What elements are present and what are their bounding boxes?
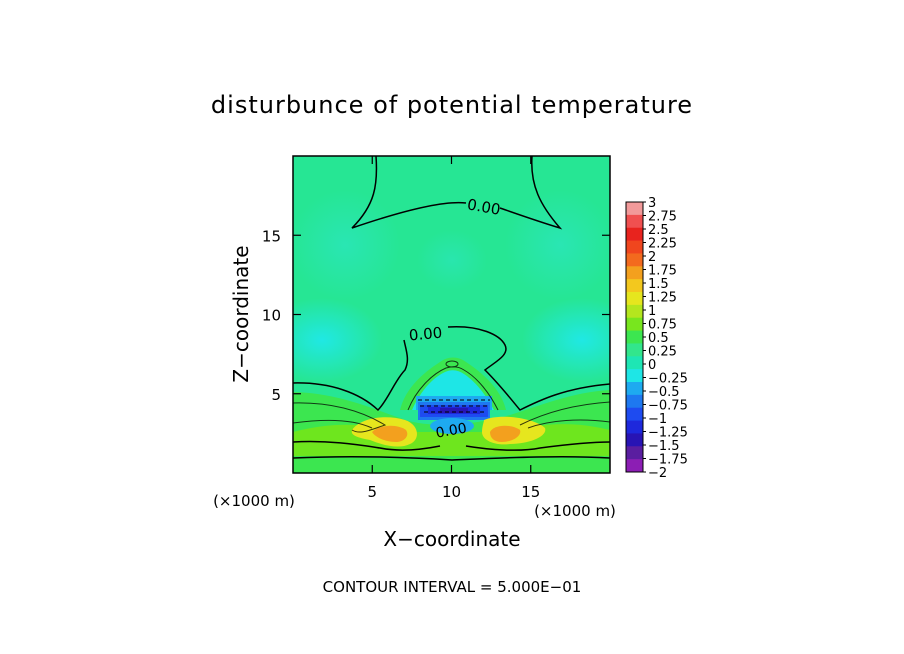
colorbar-swatch — [626, 394, 643, 409]
colorbar-swatch — [626, 292, 643, 306]
contour-label-lower: 0.00 — [435, 420, 468, 441]
colorbar: 32.752.52.2521.751.51.2510.750.50.250−0.… — [625, 196, 688, 481]
colorbar-label: 0.75 — [648, 318, 677, 333]
colorbar-label: −2 — [648, 466, 667, 481]
colorbar-label: 0.25 — [648, 345, 677, 360]
colorbar-swatch — [626, 343, 643, 357]
colorbar-swatch — [626, 266, 643, 280]
contour-label-middle: 0.00 — [408, 324, 443, 345]
colorbar-swatch — [626, 279, 643, 293]
colorbar-label: 0 — [648, 358, 656, 373]
colorbar-swatch — [626, 317, 643, 332]
colorbar-label: −1 — [648, 412, 667, 427]
y-tick-label: 15 — [262, 227, 281, 245]
colorbar-swatch — [626, 240, 643, 254]
colorbar-swatch — [626, 369, 643, 383]
colorbar-label: 1 — [648, 304, 656, 319]
contour-zero-middle — [293, 326, 610, 412]
colorbar-swatch — [626, 420, 643, 434]
colorbar-swatch — [626, 202, 643, 216]
plot-area: 0.00 0.00 0.00 — [293, 156, 610, 473]
y-axis-title: Z−coordinate — [229, 245, 253, 382]
colorbar-label: 2.75 — [648, 210, 677, 225]
colorbar-label: −1.5 — [648, 439, 680, 454]
contour-pos-b — [519, 401, 610, 426]
colorbar-swatch — [626, 356, 643, 370]
contour-small-cap — [445, 360, 459, 368]
field-neg-left — [293, 298, 382, 382]
x-tick-label: 10 — [442, 483, 461, 501]
colorbar-label: 1.75 — [648, 264, 677, 279]
y-tick-label: 10 — [262, 307, 281, 325]
y-unit-label: (×1000 m) — [213, 492, 295, 510]
field-neg-core-4 — [440, 408, 468, 413]
contour-zero-upper — [351, 156, 563, 230]
colorbar-label: 2 — [648, 250, 656, 265]
contour-interval-text: CONTOUR INTERVAL = 5.000E−01 — [323, 578, 582, 596]
colorbar-swatch — [626, 253, 643, 267]
colorbar-swatch — [626, 446, 643, 460]
field-neg-center — [417, 230, 487, 290]
x-axis-title: X−coordinate — [383, 527, 520, 551]
contour-pos-c — [293, 419, 610, 429]
field-pos-swirl-left-core — [372, 425, 408, 442]
contour-pos-a — [293, 402, 387, 433]
colorbar-label: 2.5 — [648, 223, 669, 238]
colorbar-label: 1.25 — [648, 291, 677, 306]
x-tick-label: 15 — [521, 483, 540, 501]
colorbar-label: −0.25 — [648, 372, 688, 387]
y-axis: 5 10 15 — [262, 227, 610, 404]
colorbar-swatch — [626, 330, 643, 344]
x-tick-label: 5 — [367, 483, 377, 501]
x-unit-label: (×1000 m) — [534, 502, 616, 520]
colorbar-label: −0.5 — [648, 385, 680, 400]
field-neg-below — [430, 418, 474, 434]
colorbar-label: −1.75 — [648, 453, 688, 468]
colorbar-swatch — [626, 214, 643, 229]
colorbar-swatch — [626, 227, 643, 242]
colorbar-swatch — [626, 382, 643, 396]
x-axis: 5 10 15 — [367, 156, 540, 501]
contour-low — [293, 455, 610, 461]
colorbar-label: −0.75 — [648, 399, 688, 414]
colorbar-swatch — [626, 433, 643, 447]
colorbar-label: 0.5 — [648, 331, 669, 346]
colorbar-swatch — [626, 459, 643, 473]
colorbar-label: 2.25 — [648, 237, 677, 252]
field-neg-upper-right — [505, 190, 610, 300]
field-pos-swirl-right-core — [490, 425, 521, 442]
colorbar-swatch — [626, 407, 643, 422]
colorbar-label: 1.5 — [648, 277, 669, 292]
chart-title: disturbunce of potential temperature — [211, 91, 693, 119]
field-neg-upper-left — [293, 190, 400, 300]
contour-zero-lower — [293, 440, 610, 451]
colorbar-label: −1.25 — [648, 426, 688, 441]
y-tick-label: 5 — [271, 386, 281, 404]
colorbar-label: 3 — [648, 196, 656, 211]
colorbar-swatch — [626, 304, 643, 319]
contour-label-upper: 0.00 — [466, 195, 502, 219]
field-neg-right — [522, 298, 610, 382]
